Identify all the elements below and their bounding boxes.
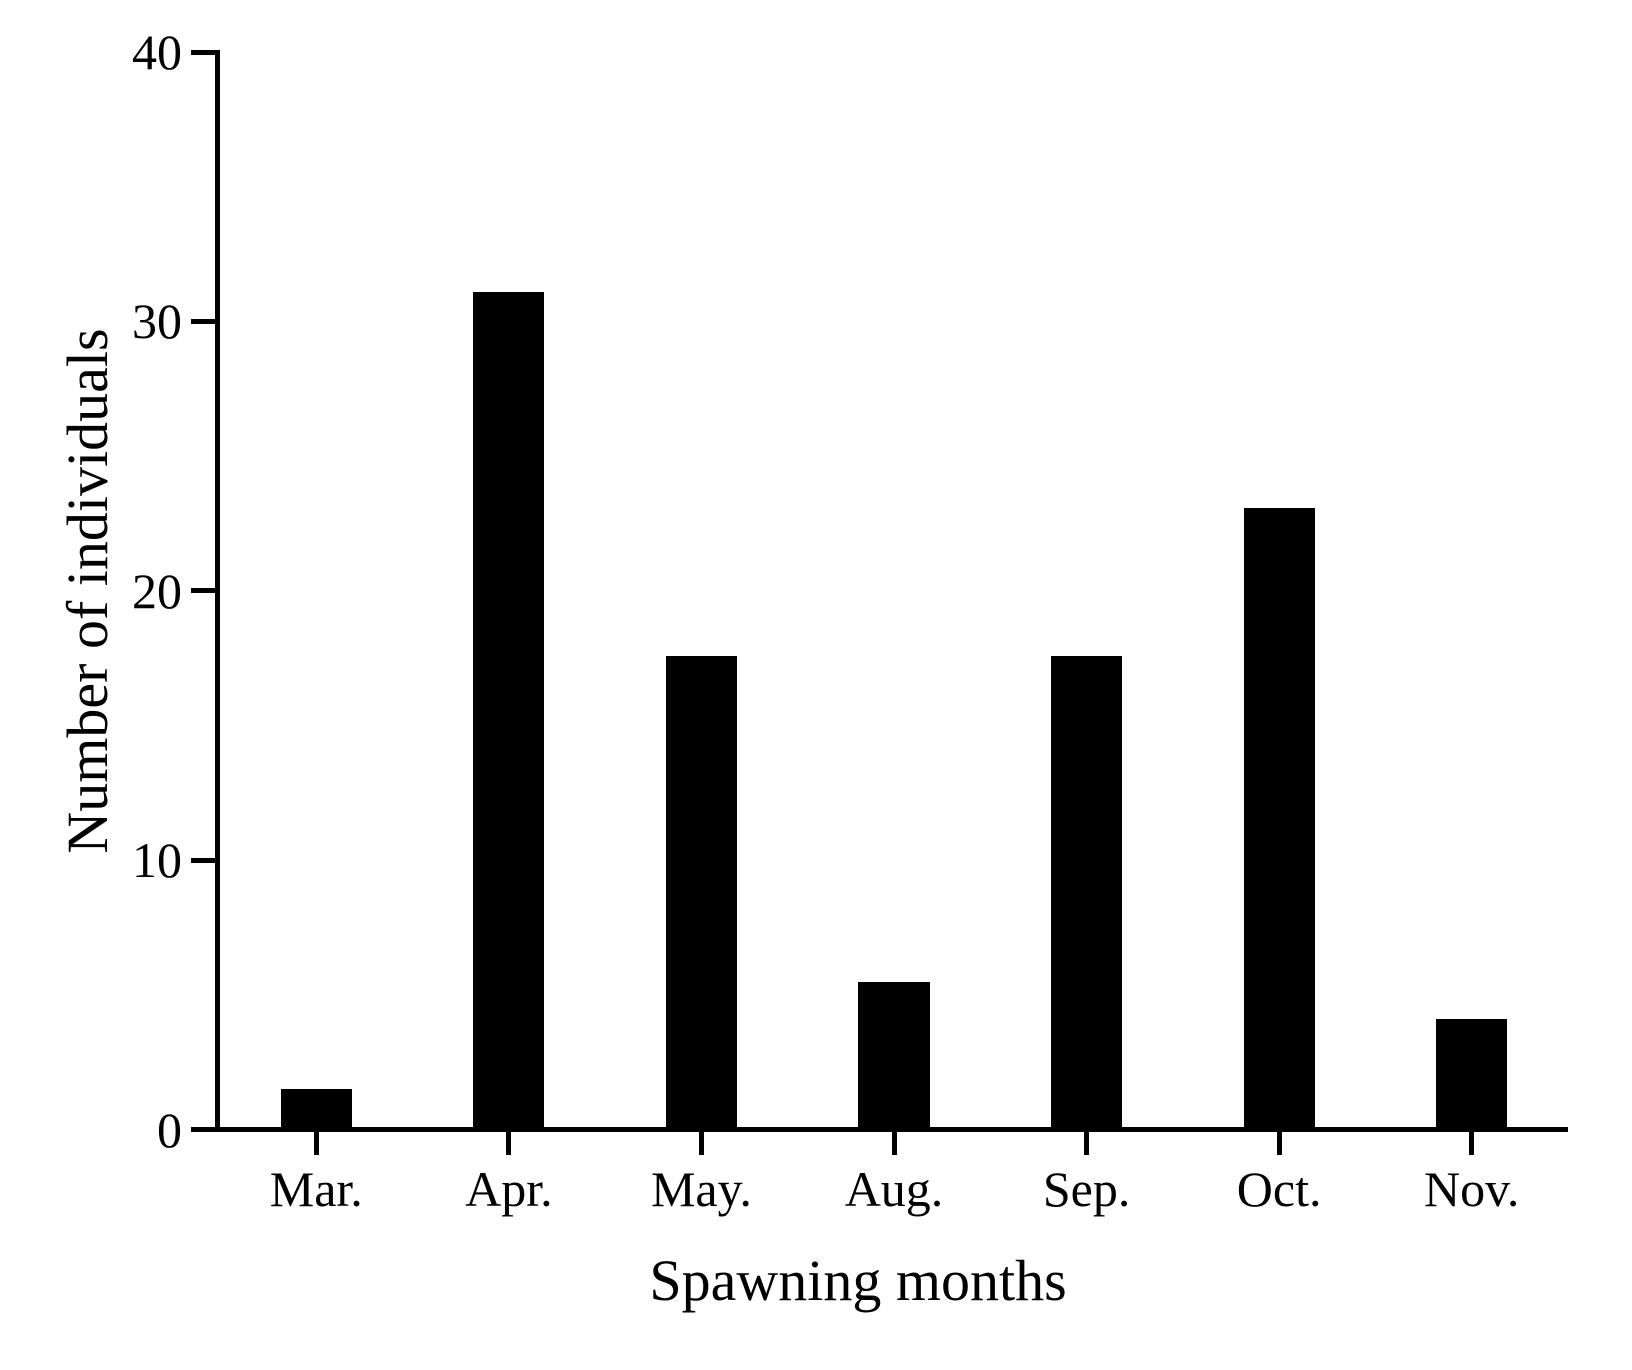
x-tick-label-oct: Oct. [1236, 1161, 1322, 1217]
bar-column-sep [990, 50, 1183, 1127]
x-tick-label-nov: Nov. [1424, 1161, 1520, 1217]
x-tick-label-aug: Aug. [844, 1161, 944, 1217]
y-tick [191, 318, 215, 324]
bar-column-may [605, 50, 798, 1127]
x-tick [698, 1132, 704, 1155]
y-tick-label: 30 [132, 293, 182, 350]
bar-nov [1436, 1019, 1508, 1127]
bar-column-aug [798, 50, 991, 1127]
x-tick-label-apr: Apr. [465, 1161, 553, 1217]
bar-column-mar [220, 50, 413, 1127]
y-tick [191, 588, 215, 594]
y-tick-label: 10 [132, 832, 182, 889]
x-tick-label-sep: Sep. [1042, 1161, 1131, 1217]
x-tick-label-mar: Mar. [269, 1161, 363, 1217]
x-tick [1084, 1132, 1090, 1155]
bar-column-apr [413, 50, 606, 1127]
x-axis-title: Spawning months [649, 1248, 1067, 1313]
x-tick-label-may: May. [650, 1161, 752, 1217]
bar-column-oct [1183, 50, 1376, 1127]
x-tick [313, 1132, 319, 1155]
bar-may [665, 655, 738, 1127]
y-tick [191, 49, 215, 55]
x-tick [891, 1132, 897, 1155]
bar-column-nov [1375, 50, 1568, 1127]
bar-apr [473, 292, 545, 1127]
y-tick [191, 1127, 215, 1132]
y-tick-label: 20 [132, 562, 182, 619]
bar-aug [858, 981, 930, 1127]
y-tick [191, 857, 215, 863]
plot-area [215, 50, 1568, 1132]
bar-mar [280, 1089, 352, 1127]
y-tick-label: 40 [132, 24, 182, 80]
bar-sep [1050, 655, 1123, 1127]
y-tick-label: 0 [157, 1101, 182, 1158]
bar-oct [1243, 507, 1315, 1127]
x-tick [1276, 1132, 1282, 1155]
x-tick [506, 1132, 512, 1155]
x-tick [1469, 1132, 1475, 1155]
